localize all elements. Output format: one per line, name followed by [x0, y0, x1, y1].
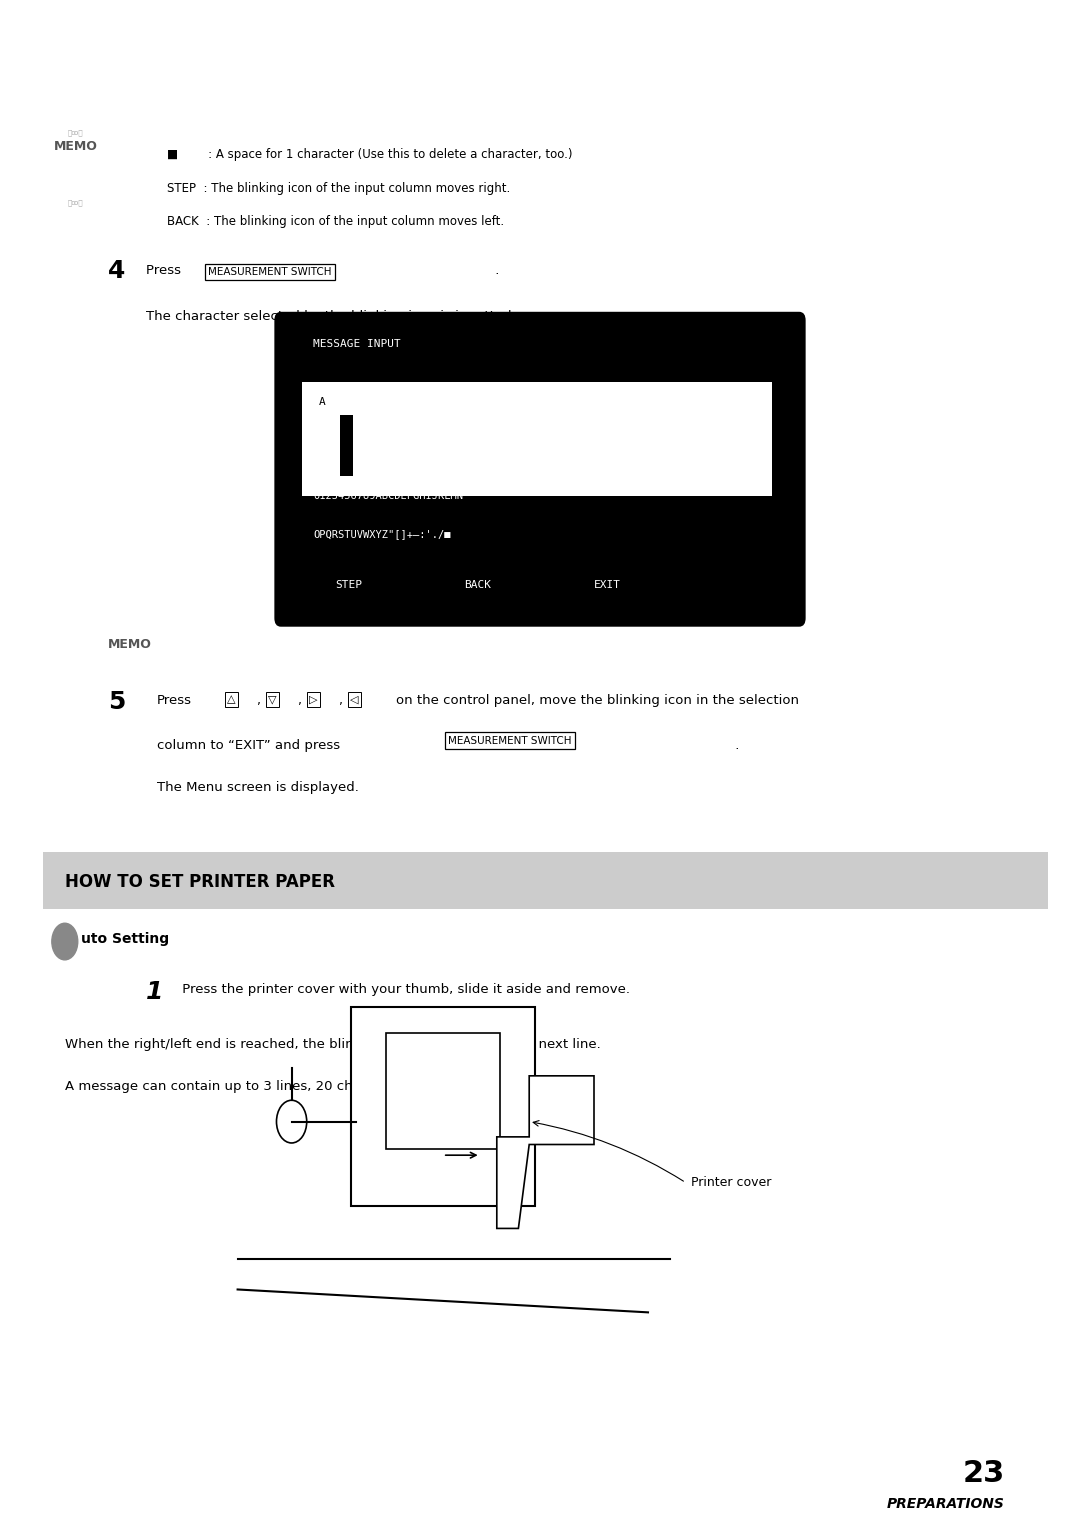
- Text: ,: ,: [339, 694, 343, 708]
- Bar: [43, 852, 1048, 909]
- Text: Press: Press: [157, 694, 191, 708]
- Text: A message can contain up to 3 lines, 20 characters per line.: A message can contain up to 3 lines, 20 …: [65, 1080, 467, 1094]
- Text: 0123456789ABCDEFGHIJKLMN: 0123456789ABCDEFGHIJKLMN: [313, 491, 463, 502]
- Text: ,: ,: [298, 694, 302, 708]
- Text: ▷: ▷: [309, 694, 318, 705]
- Text: STEP  : The blinking icon of the input column moves right.: STEP : The blinking icon of the input co…: [167, 182, 511, 195]
- Text: ,: ,: [257, 694, 261, 708]
- Text: MEASUREMENT SWITCH: MEASUREMENT SWITCH: [448, 736, 571, 746]
- FancyBboxPatch shape: [351, 1007, 535, 1206]
- Text: BACK: BACK: [464, 580, 491, 591]
- Text: column to “EXIT” and press: column to “EXIT” and press: [157, 739, 343, 752]
- FancyBboxPatch shape: [275, 313, 805, 626]
- Circle shape: [52, 923, 78, 960]
- Circle shape: [276, 1100, 307, 1143]
- Text: △: △: [227, 694, 235, 705]
- Text: Printer cover: Printer cover: [691, 1177, 771, 1189]
- FancyBboxPatch shape: [386, 1033, 500, 1149]
- Text: .: .: [731, 739, 740, 752]
- Text: ▽: ▽: [268, 694, 276, 705]
- Text: 5: 5: [108, 690, 125, 714]
- Text: ꙳ꝏ꙳: ꙳ꝏ꙳: [68, 200, 83, 206]
- Text: ■        : A space for 1 character (Use this to delete a character, too.): ■ : A space for 1 character (Use this to…: [167, 148, 572, 162]
- Text: on the control panel, move the blinking icon in the selection: on the control panel, move the blinking …: [396, 694, 799, 708]
- Text: The Menu screen is displayed.: The Menu screen is displayed.: [157, 781, 359, 795]
- Polygon shape: [497, 1076, 594, 1228]
- Text: PREPARATIONS: PREPARATIONS: [887, 1497, 1004, 1511]
- Text: MEMO: MEMO: [108, 638, 152, 652]
- Text: MESSAGE INPUT: MESSAGE INPUT: [313, 339, 401, 349]
- Text: EXIT: EXIT: [594, 580, 621, 591]
- Text: ◁: ◁: [350, 694, 359, 705]
- Text: MEMO: MEMO: [54, 139, 97, 153]
- Text: 23: 23: [962, 1459, 1004, 1488]
- Text: STEP: STEP: [335, 580, 362, 591]
- Text: Press the printer cover with your thumb, slide it aside and remove.: Press the printer cover with your thumb,…: [178, 983, 631, 996]
- Text: OPQRSTUVWXYZ"[]+–:'./■: OPQRSTUVWXYZ"[]+–:'./■: [313, 530, 450, 540]
- Text: The character selected by the blinking icon is inputted.: The character selected by the blinking i…: [146, 310, 515, 324]
- Text: .: .: [491, 264, 500, 278]
- Text: 4: 4: [108, 259, 125, 284]
- Text: BACK  : The blinking icon of the input column moves left.: BACK : The blinking icon of the input co…: [167, 215, 504, 229]
- Text: When the right/left end is reached, the blinking icon goes down to the next line: When the right/left end is reached, the …: [65, 1038, 600, 1051]
- Text: Press: Press: [146, 264, 185, 278]
- Text: MEASUREMENT SWITCH: MEASUREMENT SWITCH: [208, 267, 332, 278]
- FancyBboxPatch shape: [302, 382, 772, 496]
- Text: uto Setting: uto Setting: [81, 932, 170, 946]
- Text: ꙳ꝏ꙳: ꙳ꝏ꙳: [68, 130, 83, 136]
- Bar: [340, 415, 353, 476]
- Text: HOW TO SET PRINTER PAPER: HOW TO SET PRINTER PAPER: [65, 873, 335, 891]
- Text: A: A: [319, 397, 325, 407]
- Text: 1: 1: [146, 980, 163, 1004]
